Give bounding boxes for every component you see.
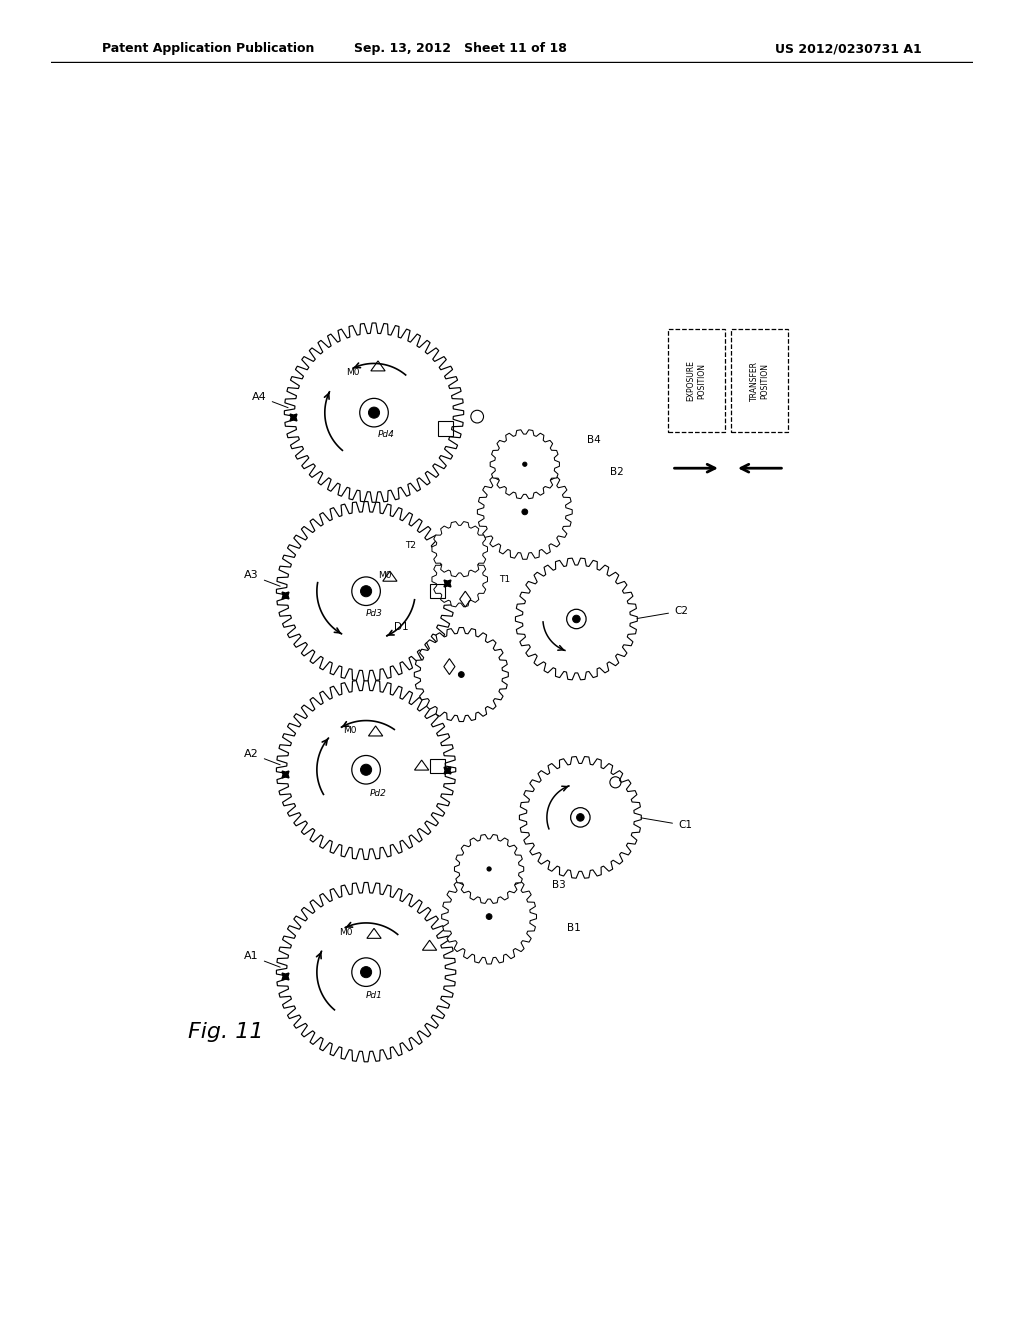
Text: B2: B2 bbox=[609, 467, 624, 477]
Text: T1: T1 bbox=[500, 574, 511, 583]
Bar bbox=[731, 329, 788, 433]
Circle shape bbox=[360, 764, 372, 775]
Text: M0: M0 bbox=[378, 570, 391, 579]
Text: A3: A3 bbox=[245, 570, 281, 586]
Polygon shape bbox=[490, 430, 559, 499]
Text: A2: A2 bbox=[244, 748, 281, 764]
Bar bbox=[668, 329, 725, 433]
Text: A4: A4 bbox=[252, 392, 288, 408]
Polygon shape bbox=[441, 869, 537, 964]
Text: EXPOSURE
POSITION: EXPOSURE POSITION bbox=[686, 360, 706, 401]
Text: D1: D1 bbox=[394, 622, 410, 632]
Text: M0: M0 bbox=[346, 368, 359, 378]
Circle shape bbox=[360, 966, 372, 978]
Text: Pd3: Pd3 bbox=[367, 609, 383, 618]
Polygon shape bbox=[285, 323, 464, 503]
Circle shape bbox=[522, 462, 527, 466]
Circle shape bbox=[369, 407, 380, 418]
Text: Pd1: Pd1 bbox=[367, 991, 383, 1001]
Circle shape bbox=[572, 615, 581, 623]
Polygon shape bbox=[276, 883, 456, 1061]
Text: M0: M0 bbox=[343, 726, 357, 735]
Circle shape bbox=[522, 510, 527, 515]
Text: B1: B1 bbox=[567, 924, 581, 933]
Circle shape bbox=[487, 867, 492, 871]
Text: Sep. 13, 2012   Sheet 11 of 18: Sep. 13, 2012 Sheet 11 of 18 bbox=[354, 42, 567, 55]
Circle shape bbox=[486, 913, 492, 920]
Text: C1: C1 bbox=[641, 818, 692, 830]
Polygon shape bbox=[432, 521, 487, 577]
Polygon shape bbox=[432, 552, 487, 607]
Circle shape bbox=[577, 813, 584, 821]
Text: TRANSFER
POSITION: TRANSFER POSITION bbox=[750, 360, 769, 401]
Text: B4: B4 bbox=[587, 436, 600, 445]
Text: B3: B3 bbox=[552, 880, 566, 890]
Polygon shape bbox=[477, 465, 572, 560]
Text: US 2012/0230731 A1: US 2012/0230731 A1 bbox=[775, 42, 922, 55]
Text: C2: C2 bbox=[637, 606, 688, 619]
Circle shape bbox=[459, 672, 464, 677]
Polygon shape bbox=[519, 756, 641, 878]
Polygon shape bbox=[276, 502, 456, 681]
Polygon shape bbox=[515, 558, 637, 680]
Circle shape bbox=[360, 586, 372, 597]
Text: Patent Application Publication: Patent Application Publication bbox=[102, 42, 314, 55]
Text: Pd4: Pd4 bbox=[378, 430, 395, 440]
Text: A1: A1 bbox=[245, 952, 281, 968]
Text: Pd2: Pd2 bbox=[370, 789, 387, 799]
Text: Fig. 11: Fig. 11 bbox=[187, 1022, 263, 1041]
Polygon shape bbox=[276, 680, 456, 859]
Polygon shape bbox=[455, 834, 523, 903]
Text: M0: M0 bbox=[340, 928, 353, 937]
Text: T2: T2 bbox=[406, 541, 416, 549]
Polygon shape bbox=[415, 627, 508, 722]
